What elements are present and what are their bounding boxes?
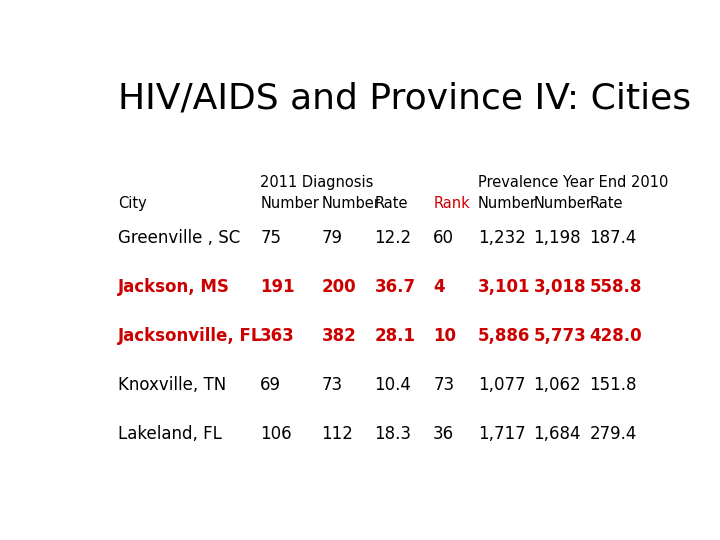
Text: 363: 363 <box>260 327 295 345</box>
Text: 36.7: 36.7 <box>374 278 415 296</box>
Text: 112: 112 <box>322 426 354 443</box>
Text: 69: 69 <box>260 376 282 394</box>
Text: Number: Number <box>260 196 319 211</box>
Text: Jacksonville, FL: Jacksonville, FL <box>118 327 262 345</box>
Text: 1,232: 1,232 <box>478 229 526 247</box>
Text: 558.8: 558.8 <box>590 278 642 296</box>
Text: Rate: Rate <box>374 196 408 211</box>
Text: Rank: Rank <box>433 196 470 211</box>
Text: 5,886: 5,886 <box>478 327 530 345</box>
Text: 279.4: 279.4 <box>590 426 636 443</box>
Text: Rate: Rate <box>590 196 623 211</box>
Text: 3,101: 3,101 <box>478 278 531 296</box>
Text: 79: 79 <box>322 229 343 247</box>
Text: 1,717: 1,717 <box>478 426 526 443</box>
Text: Lakeland, FL: Lakeland, FL <box>118 426 222 443</box>
Text: 28.1: 28.1 <box>374 327 415 345</box>
Text: Jackson, MS: Jackson, MS <box>118 278 230 296</box>
Text: 36: 36 <box>433 426 454 443</box>
Text: 1,062: 1,062 <box>534 376 581 394</box>
Text: Greenville , SC: Greenville , SC <box>118 229 240 247</box>
Text: 18.3: 18.3 <box>374 426 412 443</box>
Text: 12.2: 12.2 <box>374 229 412 247</box>
Text: HIV/AIDS and Province IV: Cities: HIV/AIDS and Province IV: Cities <box>118 82 691 116</box>
Text: 1,684: 1,684 <box>534 426 581 443</box>
Text: 1,198: 1,198 <box>534 229 581 247</box>
Text: 1,077: 1,077 <box>478 376 526 394</box>
Text: Prevalence Year End 2010: Prevalence Year End 2010 <box>478 175 668 190</box>
Text: 187.4: 187.4 <box>590 229 636 247</box>
Text: Number: Number <box>534 196 593 211</box>
Text: 200: 200 <box>322 278 356 296</box>
Text: 2011 Diagnosis: 2011 Diagnosis <box>260 175 374 190</box>
Text: 3,018: 3,018 <box>534 278 586 296</box>
Text: 60: 60 <box>433 229 454 247</box>
Text: 5,773: 5,773 <box>534 327 586 345</box>
Text: 75: 75 <box>260 229 282 247</box>
Text: Number: Number <box>478 196 536 211</box>
Text: 10.4: 10.4 <box>374 376 411 394</box>
Text: Number: Number <box>322 196 380 211</box>
Text: 106: 106 <box>260 426 292 443</box>
Text: 4: 4 <box>433 278 445 296</box>
Text: 382: 382 <box>322 327 356 345</box>
Text: 10: 10 <box>433 327 456 345</box>
Text: 73: 73 <box>322 376 343 394</box>
Text: 428.0: 428.0 <box>590 327 642 345</box>
Text: Knoxville, TN: Knoxville, TN <box>118 376 226 394</box>
Text: 73: 73 <box>433 376 454 394</box>
Text: City: City <box>118 196 147 211</box>
Text: 191: 191 <box>260 278 294 296</box>
Text: 151.8: 151.8 <box>590 376 637 394</box>
